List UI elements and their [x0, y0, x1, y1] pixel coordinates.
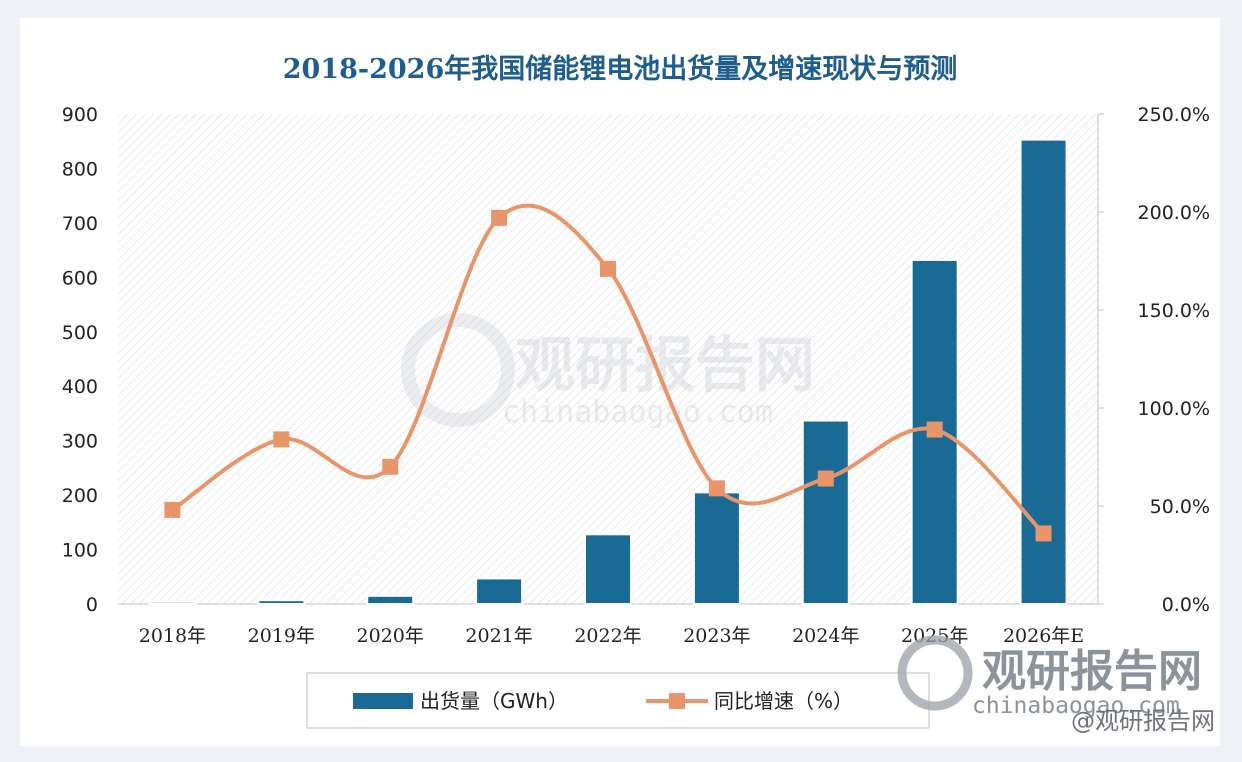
watermark-credit: @观研报告网: [1071, 707, 1215, 735]
bar: [257, 599, 306, 606]
corner-watermark-name: 观研报告网: [982, 646, 1202, 697]
line-point: [273, 431, 290, 448]
left-axis-tick-label: 700: [62, 213, 98, 235]
watermark-logo-icon: [401, 313, 515, 427]
bar: [148, 600, 197, 605]
legend-bar-label: 出货量（GWh）: [420, 689, 568, 713]
left-axis-tick-label: 900: [62, 104, 98, 126]
legend-line-label: 同比增速（%）: [714, 689, 853, 713]
category-labels: 2018年 2019年 2020年 2021年 2022年 2023年 2024年 2025年…: [139, 625, 1084, 647]
right-axis-tick-label: 150.0%: [1138, 300, 1210, 322]
right-axis-tick-label: 0.0%: [1162, 594, 1210, 616]
left-axis-tick-label: 600: [62, 267, 98, 289]
bar: [366, 594, 415, 605]
line-series: [164, 203, 1052, 542]
line-point: [1035, 525, 1052, 542]
category-label: 2024年: [792, 625, 859, 647]
legend-line-marker: [669, 693, 685, 709]
category-label: 2026年E: [1003, 625, 1084, 647]
bar: [692, 491, 741, 605]
left-axis-tick-label: 300: [62, 431, 98, 453]
right-axis-tick-label: 50.0%: [1150, 496, 1210, 518]
center-watermark-url: chinabaogao.com: [502, 395, 773, 430]
category-label: 2023年: [683, 625, 750, 647]
bar-series: [148, 138, 1068, 606]
left-axis-tick-label: 200: [62, 485, 98, 507]
corner-logo-icon: [897, 635, 973, 711]
right-axis-tick-label: 250.0%: [1138, 104, 1210, 126]
bar: [475, 577, 524, 606]
right-axis-tick-label: 100.0%: [1138, 398, 1210, 420]
line-point: [491, 209, 508, 226]
category-label: 2021年: [465, 625, 532, 647]
chart-svg: 2018-2026年我国储能锂电池出货量及增速现状与预测 观研报告网 china…: [62, 53, 1215, 735]
category-label: 2020年: [357, 625, 424, 647]
chart-frame: 2018-2026年我国储能锂电池出货量及增速现状与预测 观研报告网 china…: [20, 18, 1220, 746]
right-axis-tick-label: 200.0%: [1138, 202, 1210, 224]
line-point: [164, 501, 181, 518]
legend-bar-swatch: [353, 693, 413, 709]
line-point: [708, 480, 725, 497]
line-point: [926, 421, 943, 438]
line-point: [382, 458, 399, 475]
left-axis-tick-label: 800: [62, 158, 98, 180]
corner-watermark: 观研报告网 chinabaogao.com @观研报告网: [897, 635, 1215, 735]
category-label: 2022年: [574, 625, 641, 647]
left-axis-tick-label: 100: [62, 540, 98, 562]
bar: [801, 419, 850, 605]
left-axis-tick-label: 0: [86, 594, 98, 616]
left-axis-tick-label: 400: [62, 376, 98, 398]
line-point: [817, 470, 834, 487]
category-label: 2019年: [248, 625, 315, 647]
legend: 出货量（GWh） 同比增速（%）: [306, 672, 930, 729]
line-point: [600, 260, 616, 277]
category-label: 2018年: [139, 625, 206, 647]
bar: [584, 533, 632, 605]
left-axis-tick-label: 500: [62, 322, 98, 344]
corner-watermark-url: chinabaogao.com: [972, 693, 1180, 719]
chart-title: 2018-2026年我国储能锂电池出货量及增速现状与预测: [283, 53, 958, 85]
